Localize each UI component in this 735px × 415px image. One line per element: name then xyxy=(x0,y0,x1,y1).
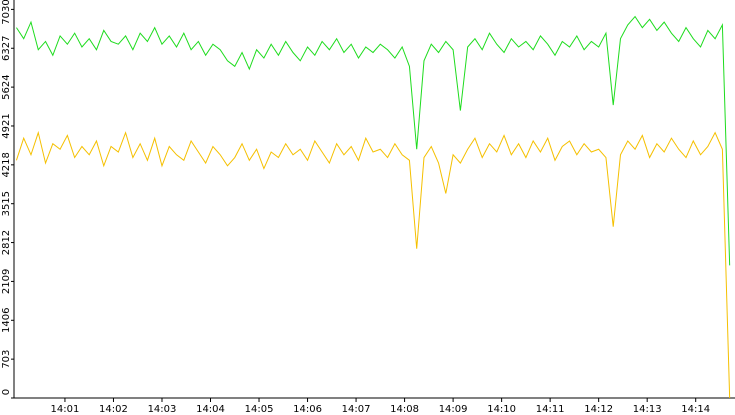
x-tick-label: 14:04 xyxy=(196,404,225,415)
x-tick-label: 14:11 xyxy=(536,404,565,415)
y-tick-label: 5624 xyxy=(1,74,12,99)
x-tick-label: 14:03 xyxy=(148,404,177,415)
x-tick-label: 14:08 xyxy=(390,404,419,415)
y-tick-label: 703 xyxy=(1,350,12,369)
x-tick-label: 14:06 xyxy=(293,404,322,415)
series-line xyxy=(16,15,731,266)
y-tick-label: 6327 xyxy=(1,36,12,61)
y-tick-label: 4218 xyxy=(1,152,12,177)
x-tick-label: 14:14 xyxy=(681,404,710,415)
x-tick-label: 14:09 xyxy=(439,404,468,415)
y-tick-label: 3515 xyxy=(1,191,12,216)
x-tick-label: 14:10 xyxy=(487,404,516,415)
series-line xyxy=(15,130,731,399)
x-tick-label: 14:01 xyxy=(51,404,80,415)
y-tick-label: 4921 xyxy=(1,113,12,138)
y-tick-label: 2109 xyxy=(1,269,12,294)
x-tick-label: 14:05 xyxy=(245,404,274,415)
y-tick-label: 2812 xyxy=(1,230,12,255)
y-tick-label: 0 xyxy=(1,389,12,395)
x-tick-label: 14:02 xyxy=(99,404,128,415)
y-tick-label: 7030 xyxy=(1,0,12,25)
y-tick-label: 1406 xyxy=(1,308,12,333)
x-tick-label: 14:13 xyxy=(633,404,662,415)
x-tick-label: 14:07 xyxy=(342,404,371,415)
x-tick-label: 14:12 xyxy=(584,404,613,415)
